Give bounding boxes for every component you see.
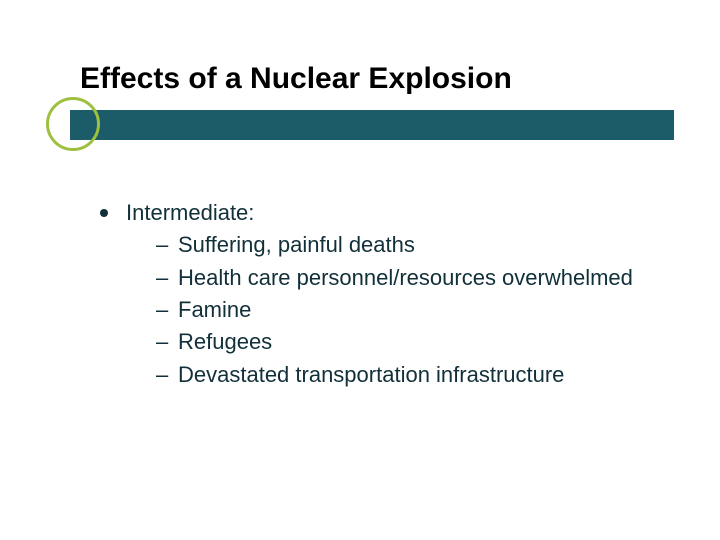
bullet-icon — [100, 209, 108, 217]
list-item-label: Famine — [178, 295, 660, 325]
list-item-label: Refugees — [178, 327, 660, 357]
decorative-ring-icon — [46, 97, 100, 151]
list-item-label: Suffering, painful deaths — [178, 230, 660, 260]
dash-icon: – — [156, 230, 170, 260]
list-item-label: Devastated transportation infrastructure — [178, 360, 660, 390]
slide-title: Effects of a Nuclear Explosion — [80, 62, 512, 96]
sub-list: – Suffering, painful deaths – Health car… — [156, 230, 660, 390]
list-item: – Health care personnel/resources overwh… — [156, 263, 660, 293]
list-item-label: Health care personnel/resources overwhel… — [178, 263, 660, 293]
list-item-label: Intermediate: — [126, 198, 254, 228]
list-item: – Famine — [156, 295, 660, 325]
dash-icon: – — [156, 360, 170, 390]
list-item: – Suffering, painful deaths — [156, 230, 660, 260]
dash-icon: – — [156, 295, 170, 325]
dash-icon: – — [156, 263, 170, 293]
title-underline-bar — [70, 110, 674, 140]
list-item: – Refugees — [156, 327, 660, 357]
dash-icon: – — [156, 327, 170, 357]
slide-body: Intermediate: – Suffering, painful death… — [100, 198, 660, 392]
list-item: Intermediate: — [100, 198, 660, 228]
list-item: – Devastated transportation infrastructu… — [156, 360, 660, 390]
slide: Effects of a Nuclear Explosion Intermedi… — [0, 0, 720, 540]
